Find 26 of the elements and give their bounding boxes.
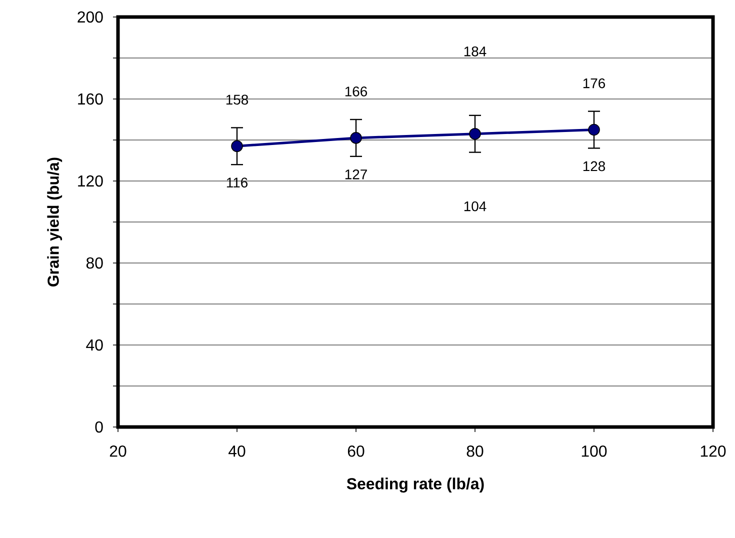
annotation: 104: [464, 201, 486, 212]
y-tick-label: 40: [86, 339, 103, 351]
point: [469, 128, 481, 140]
x-tick-label: 80: [466, 446, 484, 457]
x-axis-title: Seeding rate (lb/a): [346, 478, 484, 493]
annotation: 116: [226, 178, 248, 188]
x-tick-label: 100: [582, 446, 607, 457]
annotation: 158: [226, 94, 248, 105]
x-tick-label: 40: [228, 446, 246, 457]
point: [350, 132, 362, 144]
y-tick-label: 200: [78, 11, 103, 23]
annotation: 184: [464, 46, 486, 56]
y-tick-label: 160: [78, 93, 103, 105]
y-tick-label: 80: [86, 257, 103, 269]
y-tick-label: 0: [95, 421, 103, 433]
x-tick-label: 60: [348, 446, 364, 457]
y-tick-label: 120: [78, 175, 103, 187]
point: [231, 140, 243, 152]
annotation: 176: [583, 78, 606, 88]
annotation: 166: [345, 86, 368, 96]
point: [588, 124, 600, 136]
x-tick-label: 120: [700, 446, 726, 457]
x-tick-label: 20: [110, 446, 126, 457]
annotation: 128: [583, 161, 606, 172]
y-axis-title: Grain yield (bu/a): [47, 158, 62, 286]
annotation: 127: [345, 169, 367, 180]
